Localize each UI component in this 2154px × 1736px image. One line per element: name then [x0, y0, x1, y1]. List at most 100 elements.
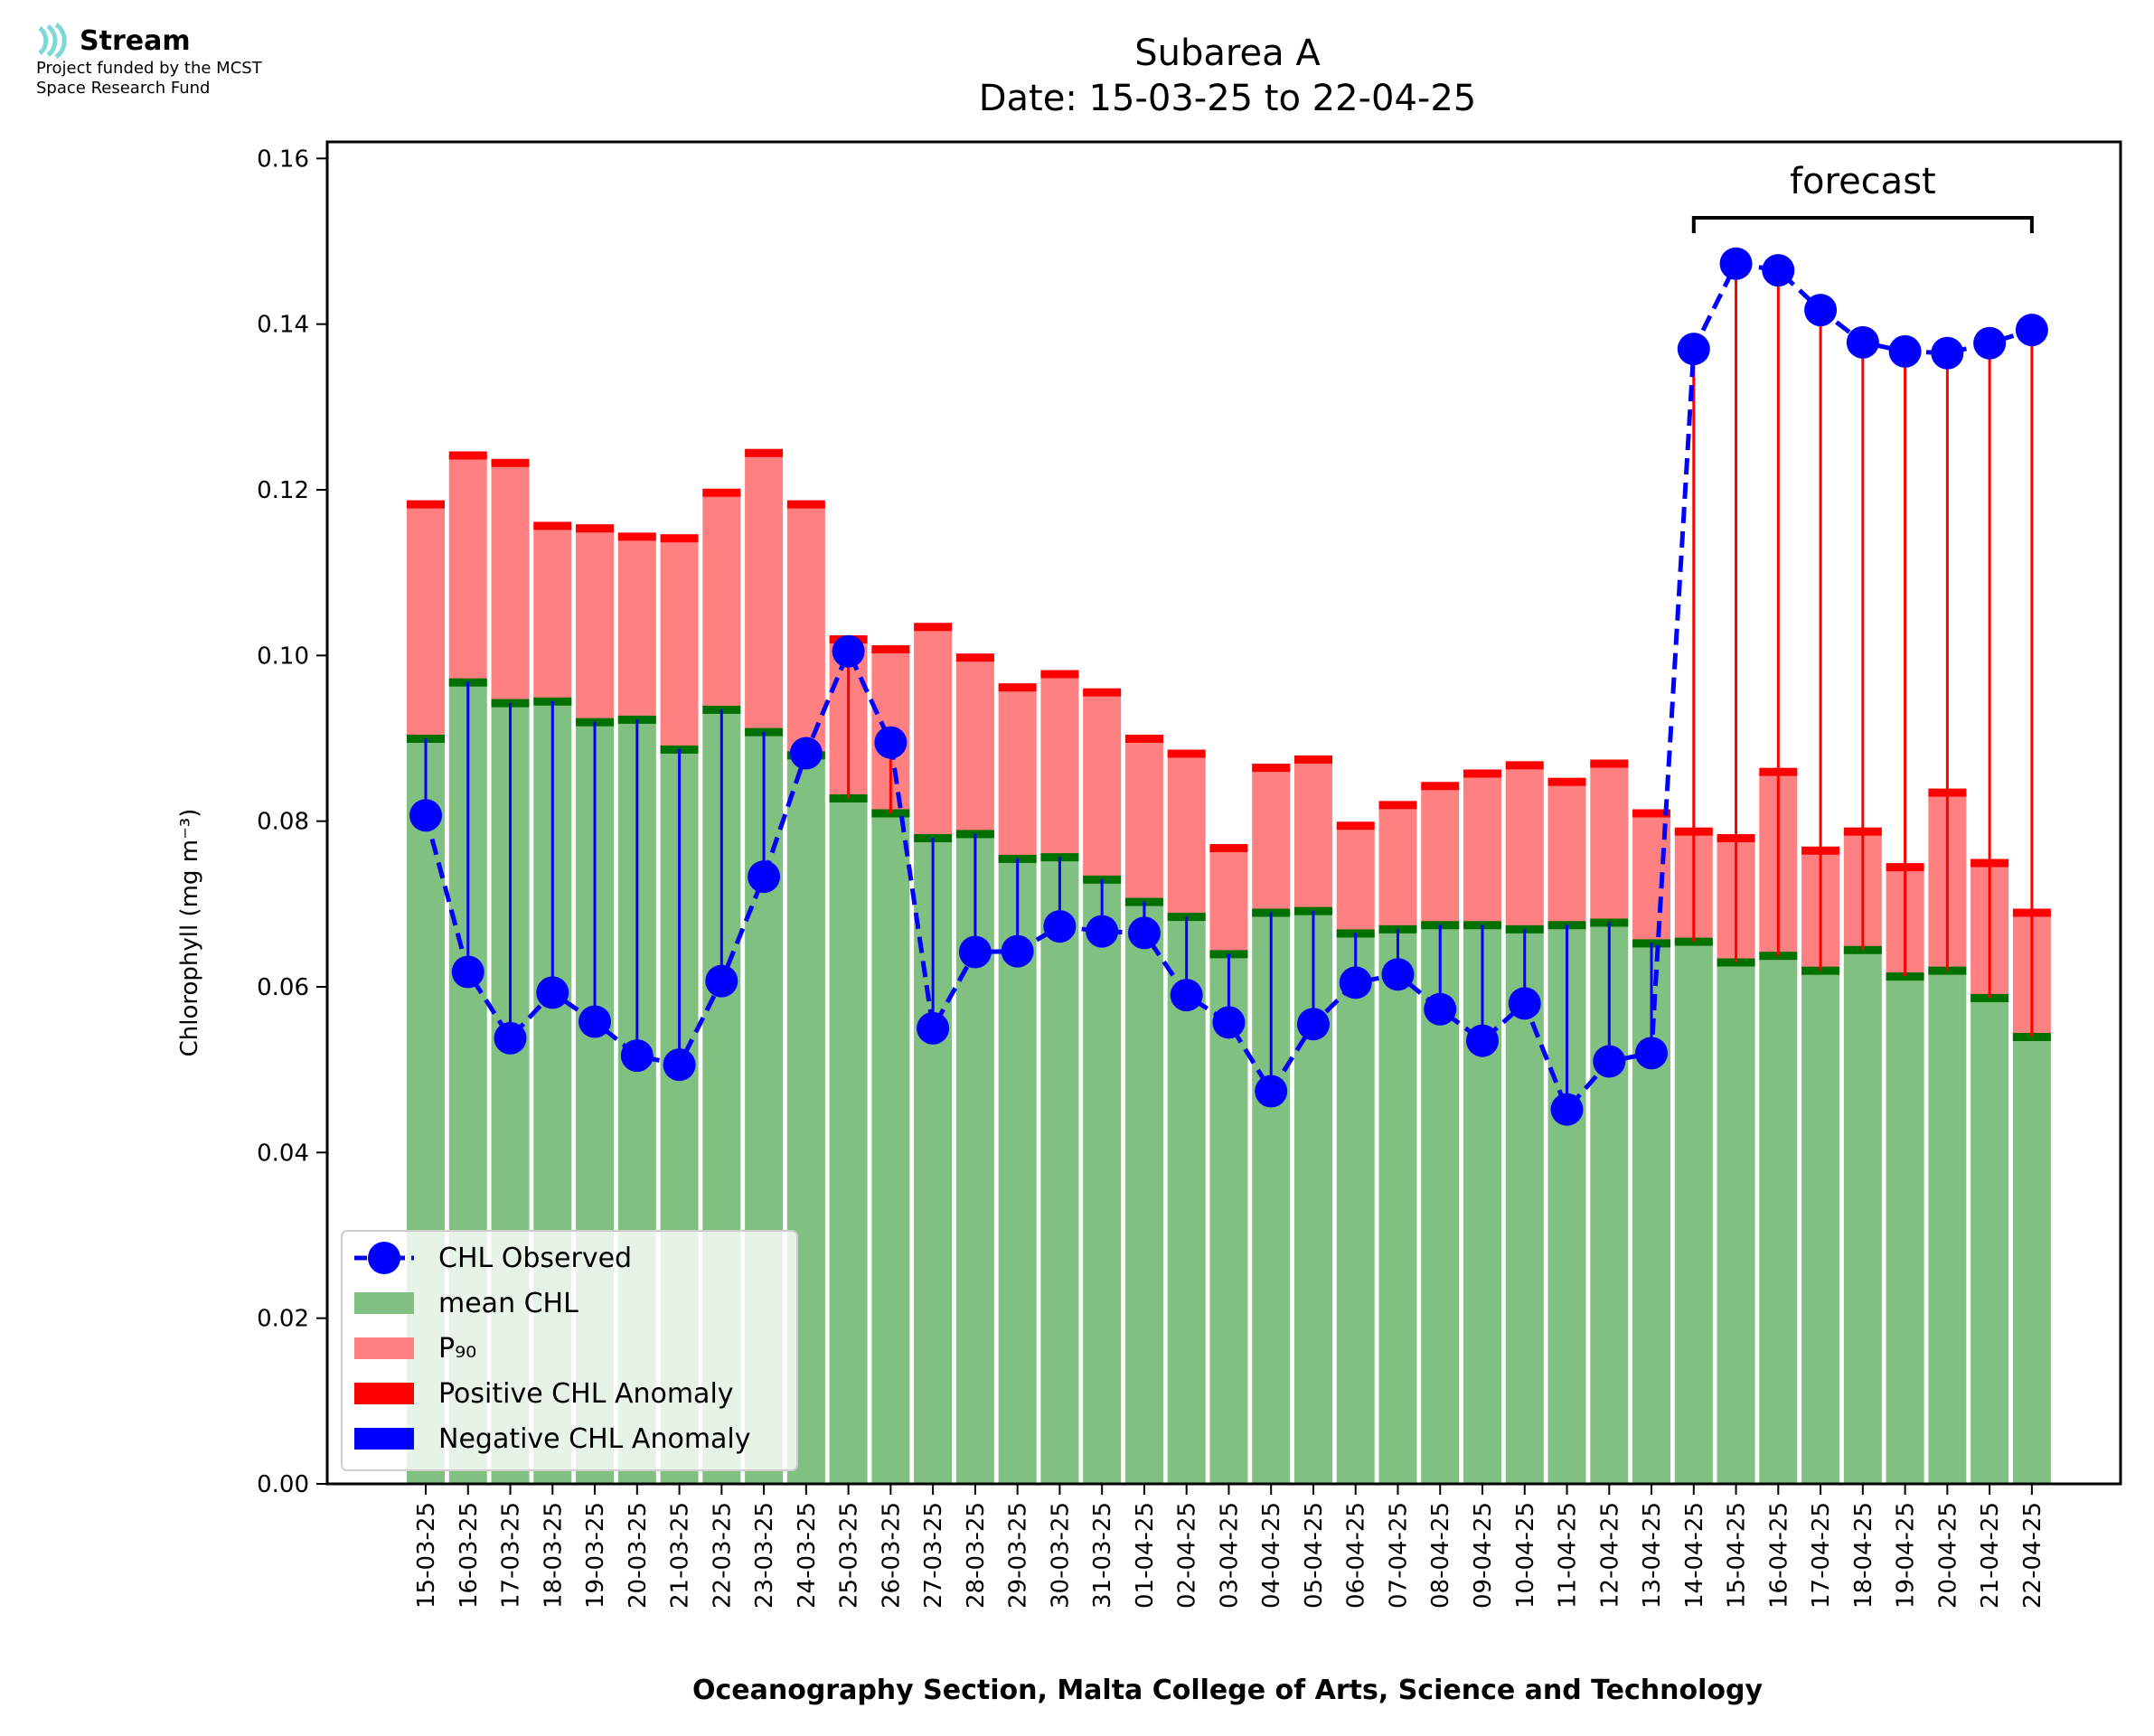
observed-point: [832, 634, 865, 668]
x-tick-label: 04-04-25: [1258, 1502, 1285, 1609]
mean-bar: [1886, 976, 1924, 1484]
p90-bar: [533, 525, 572, 701]
p90-marker: [448, 451, 487, 460]
x-tick-label: 23-03-25: [751, 1502, 778, 1609]
mean-bar: [2012, 1037, 2051, 1484]
p90-bar: [576, 528, 615, 722]
p90-marker: [745, 448, 784, 457]
p90-bar: [1293, 758, 1332, 911]
p90-bar: [1252, 767, 1291, 913]
p90-marker: [1040, 670, 1079, 679]
observed-point: [1001, 934, 1034, 968]
observed-point: [958, 935, 992, 969]
observed-point: [1424, 992, 1457, 1026]
mean-bar: [1674, 941, 1713, 1484]
observed-point: [748, 860, 781, 894]
observed-point: [663, 1048, 696, 1082]
x-tick-label: 20-04-25: [1934, 1502, 1961, 1609]
p90-bar: [1421, 785, 1460, 925]
x-tick-label: 17-03-25: [498, 1502, 525, 1609]
mean-bar: [1209, 953, 1248, 1484]
chart-title-line-2: Date: 15-03-25 to 22-04-25: [979, 78, 1477, 119]
x-tick-label: 06-04-25: [1343, 1502, 1370, 1609]
observed-point: [1086, 915, 1119, 948]
observed-point: [1931, 336, 1964, 370]
p90-marker: [1336, 821, 1375, 830]
observed-point: [917, 1011, 950, 1045]
p90-bar: [1505, 765, 1544, 929]
p90-marker: [491, 458, 530, 467]
observed-point: [1550, 1093, 1584, 1126]
x-tick-label: 14-04-25: [1681, 1502, 1708, 1609]
mean-marker: [1971, 993, 2009, 1002]
x-tick-label: 05-04-25: [1301, 1502, 1328, 1609]
x-tick-label: 15-04-25: [1724, 1502, 1751, 1609]
p90-bar: [1590, 763, 1629, 923]
x-tick-label: 12-04-25: [1596, 1502, 1623, 1609]
x-tick-label: 25-03-25: [836, 1502, 863, 1609]
mean-marker: [1928, 966, 1967, 975]
p90-marker: [702, 488, 741, 497]
p90-marker: [955, 653, 994, 662]
p90-bar: [1463, 773, 1501, 925]
p90-marker: [407, 500, 445, 509]
mean-bar: [1843, 949, 1882, 1484]
p90-bar: [491, 462, 530, 703]
logo-funding-line-1: Project funded by the MCST: [36, 59, 262, 78]
forecast-bracket: forecast: [1691, 161, 2034, 233]
x-tick-label: 21-03-25: [667, 1502, 694, 1609]
observed-point: [409, 799, 442, 832]
mean-marker: [1674, 937, 1713, 946]
x-tick-label: 02-04-25: [1174, 1502, 1201, 1609]
legend-box: [341, 1230, 798, 1471]
forecast-bracket-line: [1691, 216, 2034, 233]
observed-point: [1762, 254, 1795, 287]
logo-funding-line-2: Space Research Fund: [36, 79, 211, 98]
x-tick-label: 29-03-25: [1005, 1502, 1032, 1609]
chart-title-line-1: Subarea A: [1134, 33, 1321, 74]
observed-point: [620, 1039, 654, 1073]
p90-bar: [1167, 753, 1206, 917]
observed-point: [1339, 966, 1372, 999]
x-tick-label: 11-04-25: [1555, 1502, 1582, 1609]
legend-label: Negative CHL Anomaly: [438, 1423, 751, 1455]
y-axis: 0.00 0.02 0.04 0.06 0.08 0.10 0.12 0.14 0.16: [257, 145, 327, 1498]
mean-marker: [829, 794, 868, 802]
observed-point: [1719, 247, 1753, 280]
y-tick-label: 0.08: [257, 809, 309, 836]
x-tick-label: 10-04-25: [1512, 1502, 1539, 1609]
observed-point: [1677, 333, 1710, 366]
signal-waves-icon: [38, 23, 67, 59]
observed-point: [1508, 987, 1541, 1020]
mean-bar: [1083, 878, 1122, 1484]
p90-marker: [1293, 755, 1332, 764]
p90-marker: [1252, 764, 1291, 773]
observed-point: [1127, 916, 1161, 950]
x-tick-label: 01-04-25: [1132, 1502, 1159, 1609]
observed-point: [1296, 1008, 1330, 1041]
p90-marker: [1547, 777, 1586, 786]
p90-marker: [660, 534, 699, 543]
mean-marker: [1759, 952, 1798, 961]
mean-bar: [1717, 962, 1755, 1484]
observed-point: [451, 955, 484, 989]
observed-point: [789, 737, 823, 770]
observed-point: [705, 964, 738, 998]
p90-marker: [1167, 749, 1206, 758]
observed-point: [1212, 1006, 1246, 1039]
x-tick-label: 19-03-25: [582, 1502, 609, 1609]
x-tick-label: 15-03-25: [413, 1502, 440, 1609]
x-tick-label: 09-04-25: [1470, 1502, 1497, 1609]
observed-point: [578, 1005, 612, 1038]
mean-marker: [2012, 1033, 2051, 1041]
p90-bar: [955, 657, 994, 834]
logo-name: Stream: [80, 24, 191, 57]
legend-label: CHL Observed: [438, 1243, 632, 1274]
p90-marker: [576, 524, 615, 533]
p90-marker: [1505, 761, 1544, 770]
observed-point: [1888, 334, 1922, 368]
p90-bar: [1547, 781, 1586, 925]
observed-point: [494, 1021, 527, 1055]
p90-marker: [914, 623, 953, 632]
